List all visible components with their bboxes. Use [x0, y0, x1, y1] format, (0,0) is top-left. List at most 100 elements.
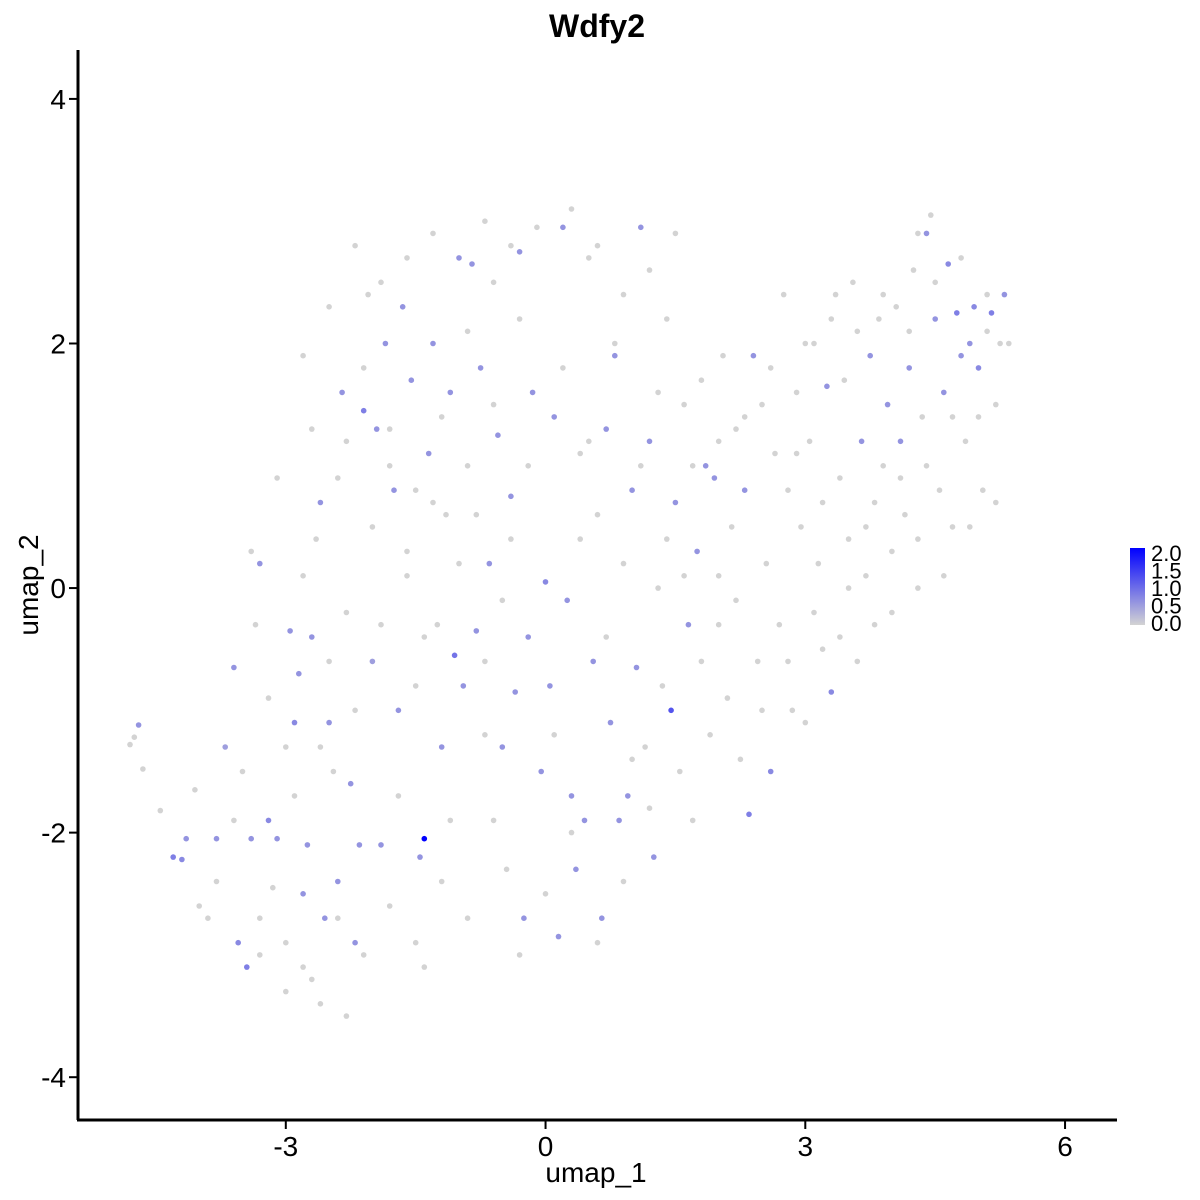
cell-point	[283, 939, 289, 946]
y-axis-title: umap_2	[13, 534, 44, 635]
cell-point	[702, 463, 709, 469]
cell-point	[257, 560, 263, 567]
cell-point	[213, 878, 220, 885]
cell-point	[928, 212, 934, 218]
cell-point	[594, 242, 601, 249]
cell-point	[503, 866, 510, 873]
cell-point	[889, 548, 895, 555]
cell-point	[664, 316, 670, 322]
cell-point	[672, 499, 679, 506]
cell-point	[863, 524, 869, 530]
cell-point	[646, 805, 653, 811]
cell-point	[642, 744, 648, 750]
color-legend: 2.01.51.00.50.0	[1130, 541, 1182, 636]
cell-point	[603, 426, 609, 432]
cell-point	[638, 463, 644, 469]
cell-point	[876, 316, 882, 322]
cell-point	[837, 634, 843, 640]
cell-point	[490, 401, 497, 408]
cell-point	[135, 722, 142, 728]
cell-point	[854, 658, 861, 665]
cell-point	[179, 856, 185, 863]
y-tick-label: -2	[41, 818, 66, 849]
cell-point	[525, 463, 531, 469]
cell-point	[417, 854, 423, 860]
cell-point	[378, 279, 384, 286]
x-tick-label: 6	[1057, 1131, 1073, 1162]
cell-point	[300, 352, 306, 359]
cell-point	[819, 646, 826, 652]
cell-point	[330, 768, 337, 775]
cell-point	[300, 891, 306, 897]
cell-point	[620, 291, 627, 298]
cell-point	[915, 585, 921, 591]
cell-point	[464, 463, 471, 469]
cell-point	[841, 377, 848, 384]
cell-point	[248, 835, 254, 842]
cell-point	[629, 487, 635, 494]
cell-point	[270, 884, 276, 891]
legend-labels: 2.01.51.00.50.0	[1151, 541, 1182, 636]
cell-point	[568, 206, 575, 212]
cell-point	[915, 230, 921, 237]
cell-point	[629, 756, 635, 763]
cell-point	[594, 511, 601, 518]
cell-point	[949, 524, 956, 530]
y-tick-label: 0	[50, 573, 66, 604]
cell-point	[664, 536, 670, 542]
cell-point	[438, 744, 445, 750]
cell-point	[568, 829, 575, 836]
cell-point	[832, 291, 839, 298]
cell-point	[343, 609, 350, 616]
legend-colorbar	[1130, 548, 1145, 625]
cell-point	[421, 964, 428, 970]
cell-point	[711, 475, 718, 481]
cell-point	[568, 793, 575, 799]
cell-point	[811, 609, 817, 616]
y-axis-ticks: -4 -2 0 2 4	[41, 84, 78, 1093]
cell-point	[248, 548, 254, 555]
cell-point	[941, 389, 947, 396]
cell-point	[365, 291, 371, 298]
cell-point	[941, 573, 947, 579]
cell-point	[906, 328, 912, 335]
cell-point	[486, 560, 493, 567]
cell-point	[317, 744, 324, 750]
cell-point	[958, 255, 964, 261]
cell-point	[967, 524, 973, 530]
legend-label: 2.0	[1151, 541, 1182, 566]
cell-point	[828, 316, 835, 322]
cell-point	[681, 573, 687, 579]
cell-point	[724, 695, 731, 701]
cell-point	[586, 255, 592, 261]
cell-point	[360, 407, 367, 414]
cell-point	[447, 389, 454, 396]
cell-point	[802, 719, 809, 726]
cell-point	[343, 438, 350, 445]
cell-point	[958, 352, 964, 359]
cell-point	[728, 524, 735, 530]
cell-point	[599, 915, 605, 921]
cell-point	[815, 560, 822, 567]
cell-point	[322, 915, 328, 921]
cell-point	[373, 426, 380, 432]
cell-point	[733, 426, 739, 432]
cell-point	[508, 493, 514, 500]
points-layer	[127, 206, 1012, 1019]
x-axis-title: umap_1	[545, 1157, 646, 1188]
x-tick-label: 3	[798, 1131, 814, 1162]
cell-point	[317, 1001, 324, 1007]
cell-point	[828, 689, 835, 695]
cell-point	[304, 842, 311, 848]
y-tick-label: -4	[41, 1062, 66, 1093]
cell-point	[512, 689, 518, 695]
legend-label: 1.0	[1151, 576, 1182, 601]
cell-point	[547, 683, 553, 689]
cell-point	[434, 621, 441, 628]
cell-point	[309, 976, 315, 983]
cell-point	[482, 218, 488, 224]
cell-point	[620, 560, 627, 567]
cell-point	[309, 634, 315, 640]
cell-point	[326, 719, 332, 726]
chart-title: Wdfy2	[549, 8, 645, 44]
